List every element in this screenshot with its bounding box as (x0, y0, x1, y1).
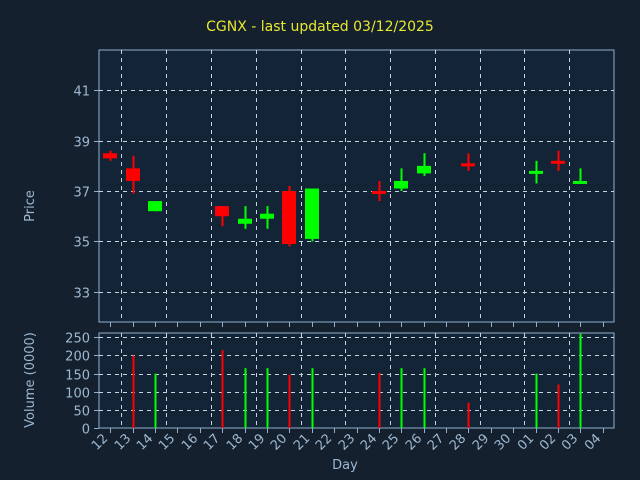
price-tick-labels: 33 35 37 39 41 (73, 85, 90, 302)
volume-bar-series (132, 333, 582, 428)
candle-body (417, 165, 431, 174)
volume-tick-label: 100 (65, 387, 90, 402)
volume-tick-label: 250 (65, 332, 90, 347)
price-gridlines (94, 50, 614, 322)
price-tick-label: 37 (73, 186, 90, 201)
volume-gridlines (94, 333, 614, 429)
volume-axis-label: Volume (0000) (23, 332, 38, 428)
price-tick-label: 39 (73, 136, 90, 151)
candle-body (372, 191, 386, 195)
candle-body (305, 188, 319, 239)
price-tick-label: 33 (73, 287, 90, 302)
volume-plot-area (98, 332, 615, 429)
volume-tick-label: 0 (82, 423, 90, 438)
volume-tick-label: 200 (65, 350, 90, 365)
candle-body (238, 218, 252, 224)
candle-body (103, 153, 117, 159)
volume-tick-labels: 0 50 100 150 200 250 (65, 332, 90, 438)
day-axis-label: Day (332, 458, 358, 473)
candle-body (260, 213, 274, 219)
candle-body (529, 170, 543, 174)
candle-body (394, 180, 408, 189)
volume-tick-label: 150 (65, 369, 90, 384)
chart-title: CGNX - last updated 03/12/2025 (206, 19, 434, 35)
candle-body (215, 206, 229, 217)
candle-body (148, 201, 162, 212)
price-tick-label: 35 (73, 236, 90, 251)
volume-tick-label: 50 (73, 405, 90, 420)
price-tick-label: 41 (73, 85, 90, 100)
candle-body (461, 163, 475, 167)
candle-body (551, 160, 565, 164)
price-axis-label: Price (23, 190, 38, 222)
candle-body (282, 191, 296, 244)
price-plot-area (98, 49, 615, 323)
candlestick-series (103, 150, 587, 247)
candle-body (126, 168, 140, 181)
candle-body (573, 180, 587, 184)
